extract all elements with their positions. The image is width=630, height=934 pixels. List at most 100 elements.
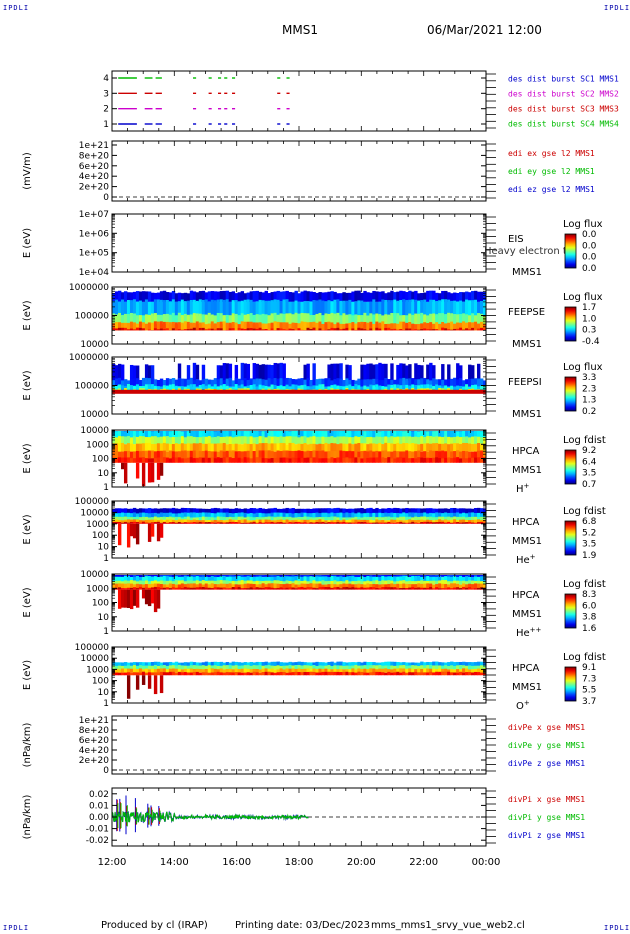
spectrogram-cell: [456, 669, 460, 673]
spectrogram-cell: [243, 512, 248, 518]
spectrogram-cell: [342, 517, 346, 521]
spectrogram-cell: [165, 378, 170, 387]
spectrogram-cell: [333, 516, 337, 521]
spectrogram-cell: [441, 299, 445, 316]
spectrogram-cell: [276, 436, 280, 445]
spectrogram-cell: [462, 301, 466, 316]
spectrogram-cell: [174, 516, 179, 521]
spectrogram-cell: [369, 522, 373, 524]
spacecraft-label: MMS1: [512, 409, 542, 420]
spectrogram-cell: [165, 508, 170, 514]
spectrogram-cell: [120, 508, 125, 514]
spectrogram-cell: [132, 589, 137, 606]
spectrogram-cell: [432, 443, 436, 452]
spectrogram-cell: [243, 576, 248, 582]
spectrogram-cell: [156, 299, 161, 316]
spectrogram-cell: [453, 300, 457, 316]
spectrogram-cell: [291, 442, 295, 452]
spectrogram-cell: [408, 575, 412, 578]
spectrogram-cell: [309, 443, 313, 452]
spectrogram-cell: [171, 384, 176, 391]
spectrogram-cell: [279, 442, 283, 452]
spectrogram-cell: [342, 587, 346, 590]
spectrogram-cell: [285, 457, 289, 463]
spectrogram-cell: [477, 672, 481, 676]
species-charge: ++: [530, 626, 542, 634]
spectrogram-cell: [279, 508, 283, 514]
spectrogram-cell: [252, 431, 257, 438]
spectrogram-cell: [324, 329, 328, 331]
spectrogram-cell: [267, 671, 271, 676]
spectrogram-cell: [117, 580, 122, 585]
spectrogram-cell: [327, 661, 331, 667]
spectrogram-cell: [195, 313, 200, 325]
spectrogram-cell: [294, 444, 298, 452]
spectrogram-cell: [186, 314, 191, 325]
spectrogram-cell: [150, 322, 155, 331]
spectrogram-cell: [423, 580, 427, 585]
spectrogram-cell: [312, 665, 316, 670]
spectrogram-cell: [387, 384, 391, 391]
spectrogram-cell: [405, 322, 409, 331]
spectrogram-cell: [135, 450, 140, 459]
spectrogram-cell: [471, 436, 475, 445]
spectrogram-cell: [112, 457, 116, 463]
spectrogram-cell: [174, 315, 179, 325]
spectrogram-cell: [393, 668, 397, 673]
spectrogram-cell: [330, 363, 334, 381]
spectrogram-cell: [324, 671, 328, 676]
spectrogram-cell: [267, 431, 271, 438]
spectrogram-cell: [396, 588, 400, 590]
spectrogram-cell: [144, 431, 149, 438]
spectrogram-cell: [417, 313, 421, 325]
spectrogram-cell: [330, 669, 334, 673]
spectrogram-cell: [375, 671, 379, 676]
spectrogram-cell: [336, 293, 340, 302]
spectrogram-cell: [291, 520, 295, 523]
spectrogram-cell: [192, 583, 197, 589]
spectrogram-cell: [285, 580, 289, 585]
spectrogram-cell: [123, 519, 128, 523]
spectrogram-cell: [462, 292, 466, 302]
spectrogram-cell: [312, 576, 316, 582]
spectrogram-cell: [444, 290, 448, 302]
spectrogram-cell: [426, 384, 430, 391]
spectrogram-cell: [357, 442, 361, 452]
spacecraft-label: MMS1: [512, 609, 542, 620]
spectrogram-cell: [333, 299, 337, 316]
spectrogram-cell: [150, 450, 155, 459]
y-tick-label: 10: [98, 613, 110, 623]
spectrogram-cell: [201, 584, 206, 589]
spectrogram-cell: [312, 431, 316, 438]
spectrogram-cell: [219, 580, 224, 585]
spectrogram-cell: [417, 672, 421, 676]
spectrogram-cell: [402, 587, 406, 590]
spectrogram-cell: [237, 508, 242, 514]
spectrogram-cell: [447, 669, 451, 673]
spectrogram-cell: [234, 458, 239, 463]
spectrogram-cell: [474, 581, 478, 585]
spectrogram-cell: [378, 580, 382, 585]
spectrogram-cell: [462, 583, 466, 589]
spectrogram-cell: [423, 292, 427, 302]
spectrogram-cell: [177, 522, 182, 524]
spectrogram-cell: [309, 517, 313, 521]
spectrogram-cell: [120, 322, 125, 331]
spectrogram-cell: [225, 508, 230, 514]
spectrogram-cell: [231, 576, 236, 582]
spectrogram-cell: [363, 431, 367, 438]
spectrogram-cell: [147, 378, 152, 387]
spectrogram-cell: [201, 665, 206, 670]
spectrogram-cell: [258, 507, 262, 514]
spectrogram-cell: [396, 379, 400, 387]
spectrogram-cell: [123, 672, 128, 676]
spectrogram-cell: [324, 586, 328, 590]
spectrogram-cell: [150, 583, 155, 589]
spectrogram-cell: [180, 517, 185, 521]
spectrogram-cell: [339, 669, 343, 673]
spectrogram-cell: [117, 322, 122, 331]
spectrogram-cell: [339, 458, 343, 463]
spectrogram-cell: [411, 672, 415, 676]
spectrogram-cell: [360, 662, 364, 667]
spectrogram-cell: [453, 665, 457, 670]
